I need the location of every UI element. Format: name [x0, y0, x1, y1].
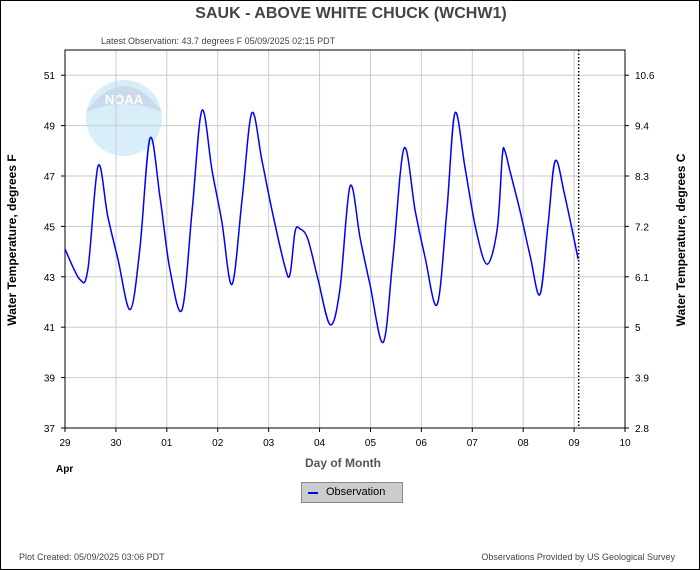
plot-frame — [64, 49, 626, 429]
x-tick-label: 07 — [467, 438, 479, 449]
y-tick-label-left: 37 — [44, 424, 56, 435]
x-tick-label: 10 — [619, 438, 631, 449]
y-tick-label-left: 41 — [44, 323, 56, 334]
legend-label: Observation — [326, 486, 386, 498]
y-tick-label-right: 6.1 — [635, 273, 649, 284]
x-axis-label: Day of Month — [305, 456, 381, 470]
legend-swatch — [308, 492, 318, 494]
x-tick-label: 02 — [212, 438, 224, 449]
chart-svg: NOAA 29 30 01 02 03 04 05 06 07 08 09 10 37 2.8 39 3.9 4… — [5, 49, 688, 475]
y-tick-label-right: 8.3 — [635, 172, 649, 183]
svg-text:NOAA: NOAA — [105, 92, 144, 107]
y-axis-label-left: Water Temperature, degrees F — [5, 154, 19, 325]
noaa-logo-watermark: NOAA — [86, 80, 162, 156]
chart-title: SAUK - ABOVE WHITE CHUCK (WCHW1) — [195, 5, 507, 22]
y-tick-label-right: 10.6 — [635, 71, 655, 82]
x-tick-label: 29 — [59, 438, 71, 449]
y-tick-label-left: 51 — [44, 71, 56, 82]
y-tick-label-right: 9.4 — [635, 122, 649, 133]
y-tick-label-left: 39 — [44, 374, 56, 385]
y-tick-label-left: 47 — [44, 172, 56, 183]
x-tick-label: 09 — [569, 438, 581, 449]
y-axis-label-right: Water Temperature, degrees C — [674, 153, 688, 326]
x-tick-label: 04 — [314, 438, 326, 449]
y-tick-label-right: 2.8 — [635, 424, 649, 435]
x-tick-label: 08 — [518, 438, 530, 449]
x-tick-label: 05 — [365, 438, 377, 449]
y-tick-label-left: 43 — [44, 273, 56, 284]
x-tick-label: 30 — [110, 438, 122, 449]
data-provider: Observations Provided by US Geological S… — [481, 552, 675, 562]
observation-line — [64, 109, 579, 344]
x-tick-label: 06 — [416, 438, 428, 449]
y-tick-label-left: 45 — [44, 222, 56, 233]
x-month-label: Apr — [56, 464, 73, 475]
x-tick-label: 03 — [263, 438, 275, 449]
y-tick-label-right: 3.9 — [635, 374, 649, 385]
y-tick-label-right: 5 — [635, 323, 641, 334]
plot-created: Plot Created: 05/09/2025 03:06 PDT — [19, 552, 165, 562]
latest-observation: Latest Observation: 43.7 degrees F 05/09… — [101, 36, 336, 46]
legend: Observation — [301, 482, 403, 503]
x-tick-label: 01 — [161, 438, 173, 449]
y-tick-label-right: 7.2 — [635, 222, 649, 233]
y-tick-label-left: 49 — [44, 122, 56, 133]
